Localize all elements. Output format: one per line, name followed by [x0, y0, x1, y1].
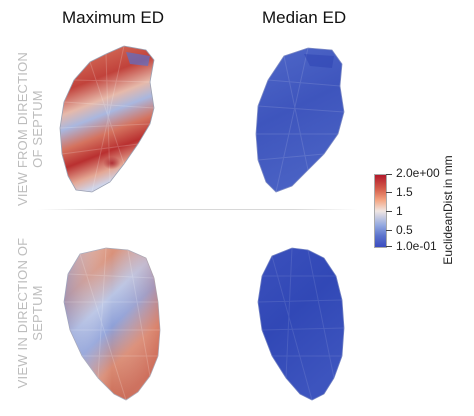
colorbar-label-1: 1	[396, 204, 403, 218]
row-label-top-line2: OF SEPTUM	[30, 90, 45, 168]
max-ed-septum-view	[59, 45, 155, 193]
median-ed-septum-surface	[255, 47, 345, 193]
colorbar-tick-2	[386, 192, 392, 193]
row-label-bottom-line1: VIEW IN DIRECTION OF	[15, 237, 30, 389]
colorbar-label-min: 1.0e-01	[396, 239, 437, 253]
colorbar-tick-3	[386, 211, 392, 212]
row-label-bottom-line2: SEPTUM	[30, 285, 45, 341]
title-median-ed: Median ED	[262, 8, 347, 27]
colorbar-label-0-5: 0.5	[396, 223, 413, 237]
max-ed-septum-surface	[59, 45, 155, 193]
row-label-top-line1: VIEW FROM DIRECTION	[15, 51, 30, 207]
row-label-bottom: VIEW IN DIRECTION OF SEPTUM	[15, 233, 49, 393]
colorbar-title: EuclideanDist in mm	[441, 155, 455, 265]
row-label-top: VIEW FROM DIRECTION OF SEPTUM	[15, 49, 49, 209]
title-maximum-ed: Maximum ED	[62, 8, 165, 27]
max-ed-in-direction-view	[63, 247, 161, 401]
median-ed-in-direction-surface	[257, 247, 345, 401]
colorbar-tick-1	[386, 174, 392, 175]
row-separator	[38, 209, 358, 210]
colorbar-label-max: 2.0e+00	[396, 166, 440, 180]
median-ed-in-direction-view	[257, 247, 345, 401]
colorbar-tick-5	[386, 246, 392, 247]
colorbar-label-1-5: 1.5	[396, 185, 413, 199]
median-ed-septum-view	[255, 47, 345, 193]
colorbar-tick-4	[386, 230, 392, 231]
